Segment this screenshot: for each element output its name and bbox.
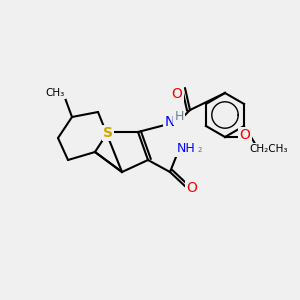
- Text: ₂: ₂: [198, 144, 202, 154]
- Text: CH₂CH₃: CH₂CH₃: [250, 144, 288, 154]
- Text: S: S: [103, 126, 113, 140]
- Text: NH: NH: [177, 142, 195, 155]
- Text: CH₃: CH₃: [45, 88, 64, 98]
- Text: O: O: [172, 87, 182, 101]
- Text: H: H: [174, 110, 184, 124]
- Text: O: O: [187, 181, 197, 195]
- Text: O: O: [240, 128, 250, 142]
- Text: N: N: [165, 115, 175, 129]
